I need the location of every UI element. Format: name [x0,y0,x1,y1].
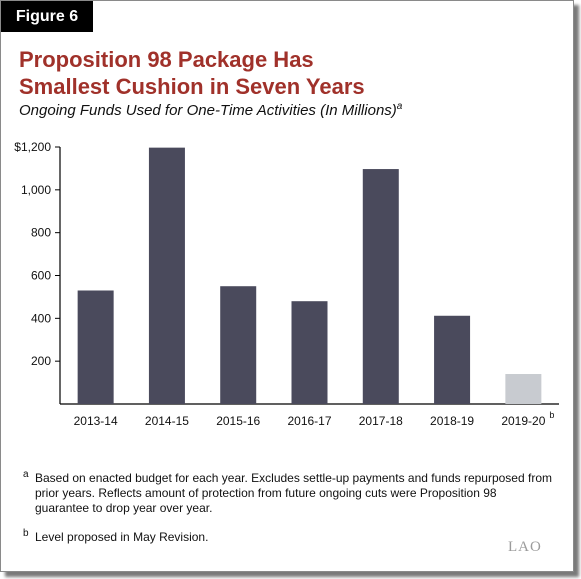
bars [77,147,542,404]
x-tick-label: 2013-14 [74,414,118,428]
bar-2014-15 [148,147,185,404]
subtitle-footnote-mark: a [396,101,403,112]
bar-2019-20 [505,374,542,404]
x-tick-label: 2019-20 [501,414,545,428]
chart-subtitle: Ongoing Funds Used for One-Time Activiti… [19,101,564,119]
footnote-a-mark: a [23,469,29,480]
y-tick-label: 400 [31,311,51,325]
x-tick-label: 2017-18 [359,414,403,428]
footnote-a: a Based on enacted budget for each year.… [23,469,553,516]
lao-logo: LAO [508,539,542,555]
y-tick-label: 800 [31,226,51,240]
y-tick-label: 200 [31,354,51,368]
x-tick-label: 2014-15 [145,414,189,428]
x-tick-label: 2018-19 [430,414,474,428]
chart-title: Proposition 98 Package Has Smallest Cush… [19,46,559,100]
footnote-a-text: Based on enacted budget for each year. E… [35,471,552,515]
x-tick-label: 2016-17 [287,414,331,428]
bar-2015-16 [220,286,257,404]
chart-title-line-1: Proposition 98 Package Has [19,47,314,72]
footnote-b: b Level proposed in May Revision. [23,528,423,545]
bar-2017-18 [362,169,399,404]
x-axis: 2013-14 2014-15 2015-16 2016-17 2017-18 2018-… [60,403,559,428]
subtitle-text: Ongoing Funds Used for One-Time Activiti… [19,102,397,119]
y-axis: 200 400 600 800 1,000 $1,200 [14,140,61,404]
figure-label: Figure 6 [1,1,93,32]
bar-2016-17 [291,301,328,404]
x-tick-footnote-mark: b [549,410,554,420]
figure-frame: Figure 6 Proposition 98 Package Has Smal… [0,0,574,572]
y-tick-label: 1,000 [21,183,51,197]
y-tick-label: 600 [31,269,51,283]
bar-2018-19 [434,315,471,404]
chart-title-line-2: Smallest Cushion in Seven Years [19,74,365,99]
x-tick-label: 2015-16 [216,414,260,428]
footnote-b-mark: b [23,528,29,539]
y-tick-label: $1,200 [14,140,51,154]
bar-2013-14 [77,290,114,404]
footnote-b-text: Level proposed in May Revision. [35,530,209,544]
